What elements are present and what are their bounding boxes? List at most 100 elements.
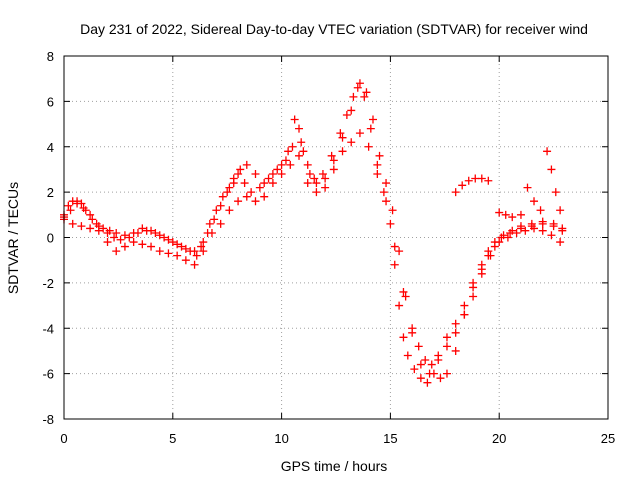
data-point [173,251,182,260]
data-point [360,92,369,101]
data-point [477,174,486,183]
data-point [295,124,304,133]
data-point [501,210,510,219]
data-point [164,249,173,258]
data-point [338,133,347,142]
data-point [273,165,282,174]
data-point [129,228,138,237]
chart-title: Day 231 of 2022, Sidereal Day-to-day VTE… [80,21,588,37]
x-tick-label: 15 [383,431,397,446]
x-tick-label: 5 [169,431,176,446]
data-point [99,224,108,233]
data-point [312,188,321,197]
data-point [288,142,297,151]
data-point [442,342,451,351]
data-point [225,183,234,192]
data-point [247,188,256,197]
data-point [508,213,517,222]
data-point [177,242,186,251]
y-tick-label: -8 [42,412,54,427]
data-point [530,197,539,206]
data-point [103,238,112,247]
data-point [329,165,338,174]
data-point [416,374,425,383]
data-point [423,378,432,387]
data-point [414,342,423,351]
data-point [355,129,364,138]
data-point [558,226,567,235]
data-point [120,231,129,240]
data-point [499,231,508,240]
data-point [268,169,277,178]
data-point [382,197,391,206]
y-tick-label: 0 [47,231,54,246]
data-point [164,235,173,244]
axis-ticks: 0 5 10 15 20 25 -8 -6 -4 -2 0 2 4 6 8 [42,49,615,446]
data-point [543,147,552,156]
data-point [112,247,121,256]
data-point [190,260,199,269]
data-point [495,238,504,247]
data-point [240,179,249,188]
data-point [486,251,495,260]
data-point [521,226,530,235]
data-point [516,210,525,219]
data-point [484,176,493,185]
data-point [105,226,114,235]
data-point [399,333,408,342]
data-point [88,215,97,224]
data-point [192,251,201,260]
data-point [388,206,397,215]
data-point [234,197,243,206]
data-point [538,217,547,226]
data-point [160,233,169,242]
data-point [234,169,243,178]
data-point [312,179,321,188]
data-point [286,160,295,169]
data-point [523,183,532,192]
data-point [421,356,430,365]
data-point [284,147,293,156]
data-point [349,92,358,101]
data-point [310,174,319,183]
data-points [60,79,567,387]
data-point [549,219,558,228]
data-point [373,169,382,178]
data-point [242,160,251,169]
data-point [373,160,382,169]
data-point [442,369,451,378]
data-point [147,226,156,235]
data-point [547,231,556,240]
data-point [442,333,451,342]
data-point [508,226,517,235]
data-point [236,165,245,174]
data-point [110,233,119,242]
data-point [138,224,147,233]
x-tick-label: 25 [601,431,615,446]
data-point [390,242,399,251]
data-point [516,222,525,231]
data-point [212,206,221,215]
data-point [260,192,269,201]
data-point [207,228,216,237]
data-point [112,228,121,237]
data-point [251,169,260,178]
data-point [216,201,225,210]
data-point [199,238,208,247]
data-point [364,142,373,151]
data-point [86,224,95,233]
data-point [366,124,375,133]
data-point [460,301,469,310]
x-tick-label: 0 [60,431,67,446]
data-point [362,88,371,97]
data-point [410,365,419,374]
data-point [536,206,545,215]
data-point [347,138,356,147]
data-point [347,106,356,115]
data-point [264,174,273,183]
data-point [321,183,330,192]
data-point [94,226,103,235]
y-tick-label: 4 [47,140,54,155]
data-point [290,115,299,124]
